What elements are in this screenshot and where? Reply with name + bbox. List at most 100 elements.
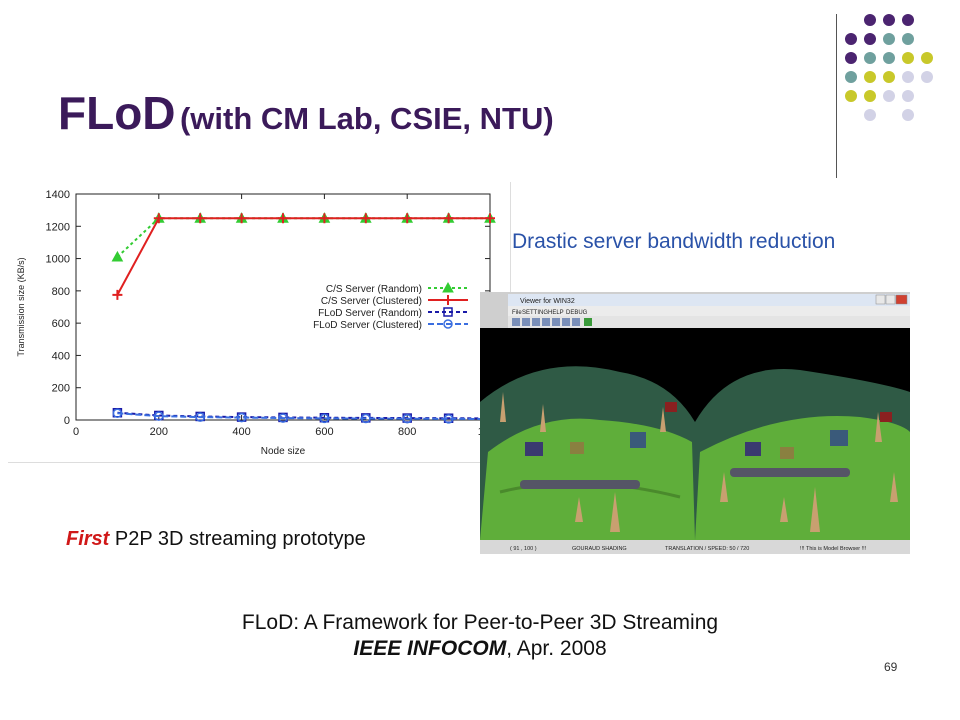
- legend-label: C/S Server (Clustered): [321, 296, 422, 307]
- decorative-dot: [902, 52, 914, 64]
- decorative-dot: [921, 71, 933, 83]
- menu-debug[interactable]: DEBUG: [566, 310, 588, 316]
- decorative-dot: [883, 14, 895, 26]
- menu-file[interactable]: File: [512, 310, 522, 316]
- prototype-screenshot: Viewer for WIN32 File SETTING HELP DEBUG: [480, 292, 910, 554]
- data-point: [485, 213, 495, 224]
- decorative-dot: [845, 71, 857, 83]
- prototype-caption: First P2P 3D streaming prototype: [66, 528, 366, 551]
- data-point: [112, 408, 123, 418]
- x-tick-label: 600: [315, 426, 333, 438]
- x-tick-label: 800: [398, 426, 416, 438]
- toolbar-buttons[interactable]: [512, 318, 592, 326]
- maximize-button[interactable]: [885, 294, 896, 305]
- data-point: [111, 250, 124, 262]
- decorative-dot: [883, 71, 895, 83]
- decorative-dot: [902, 33, 914, 45]
- window-titlebar: [508, 294, 910, 306]
- decorative-dot: [864, 109, 876, 121]
- citation-title: FLoD: A Framework for Peer-to-Peer 3D St…: [241, 611, 719, 634]
- decorative-dot: [864, 33, 876, 45]
- decorative-dot: [883, 90, 895, 102]
- slide-title-sub: (with CM Lab, CSIE, NTU): [179, 101, 554, 136]
- decorative-dot: [864, 52, 876, 64]
- y-tick-label: 1400: [46, 189, 70, 201]
- status-message: !!! This is Model Browser !!!: [800, 546, 867, 552]
- decorative-dot: [864, 14, 876, 26]
- status-shading: GOURAUD SHADING: [572, 546, 627, 552]
- x-tick-label: 400: [232, 426, 250, 438]
- window-title: Viewer for WIN32: [520, 298, 575, 305]
- y-tick-label: 200: [52, 383, 70, 395]
- data-point: [112, 289, 123, 300]
- y-tick-label: 1200: [46, 221, 70, 233]
- prototype-screenshot-svg: Viewer for WIN32 File SETTING HELP DEBUG: [480, 292, 910, 554]
- y-tick-label: 400: [52, 350, 70, 362]
- decorative-divider: [836, 14, 837, 178]
- data-point: [402, 213, 413, 224]
- series-line-3: [117, 412, 491, 421]
- series-line-0: [116, 217, 490, 258]
- decorative-dot: [883, 33, 895, 45]
- prototype-caption-text: P2P 3D streaming prototype: [109, 528, 366, 550]
- data-point: [360, 213, 371, 224]
- decorative-dot: [902, 71, 914, 83]
- data-point: [402, 413, 412, 424]
- x-tick-label: 200: [150, 426, 168, 438]
- slide-title-main: FLoD: [58, 87, 176, 139]
- decorative-dot: [902, 14, 914, 26]
- legend-label: C/S Server (Random): [326, 284, 422, 295]
- prototype-caption-emphasis: First: [66, 528, 110, 550]
- toolbar: [508, 316, 910, 328]
- legend-swatch-marker: [443, 319, 453, 329]
- decorative-dot: [902, 90, 914, 102]
- data-point: [443, 213, 454, 224]
- data-point: [154, 411, 164, 421]
- y-axis-label: Transmission size (KB/s): [16, 257, 26, 356]
- data-point: [236, 412, 247, 423]
- y-tick-label: 1000: [46, 254, 70, 266]
- minimize-button[interactable]: [875, 294, 886, 305]
- status-coords: ( 91 , 100 ): [510, 546, 537, 552]
- legend-label: FLoD Server (Random): [318, 308, 422, 319]
- decorative-dot: [883, 52, 895, 64]
- citation-venue-line: IEEE INFOCOM, Apr. 2008: [140, 636, 820, 662]
- citation-date: , Apr. 2008: [506, 637, 607, 660]
- menu-bar: [508, 306, 910, 316]
- x-axis-label: Node size: [261, 446, 306, 457]
- decorative-dot: [845, 52, 857, 64]
- menu-help[interactable]: HELP: [548, 310, 564, 316]
- close-button[interactable]: [895, 294, 908, 305]
- decorative-dot: [845, 33, 857, 45]
- status-speed: TRANSLATION / SPEED: 50 / 720: [665, 546, 749, 552]
- decorative-dot: [902, 109, 914, 121]
- data-point: [278, 213, 288, 224]
- data-point: [236, 213, 247, 224]
- slide-title: FLoD (with CM Lab, CSIE, NTU): [58, 86, 554, 140]
- data-point: [361, 413, 371, 424]
- data-point: [319, 413, 330, 424]
- legend-label: FLoD Server (Clustered): [313, 320, 422, 331]
- data-point: [195, 412, 205, 422]
- decorative-dot: [864, 71, 876, 83]
- citation: FLoD: A Framework for Peer-to-Peer 3D St…: [140, 610, 820, 662]
- plot-frame: [75, 193, 491, 421]
- data-point: [278, 413, 288, 423]
- menu-setting[interactable]: SETTING: [522, 310, 548, 316]
- citation-venue: IEEE INFOCOM: [353, 637, 507, 660]
- legend-swatch-marker: [443, 295, 453, 305]
- decorative-dot: [921, 52, 933, 64]
- bandwidth-chart-svg: 0200400600800100012001400020040060080010…: [16, 189, 502, 457]
- legend-swatch-marker: [443, 307, 453, 317]
- page-number: 69: [884, 660, 898, 674]
- data-point: [443, 414, 454, 424]
- data-point: [319, 213, 330, 224]
- decorative-dot: [845, 90, 857, 102]
- series-line-1: [116, 217, 490, 296]
- annotation-text: Drastic server bandwidth reduction: [512, 230, 836, 253]
- bandwidth-chart: 0200400600800100012001400020040060080010…: [8, 182, 511, 463]
- data-point: [195, 213, 206, 224]
- y-tick-label: 600: [52, 318, 70, 330]
- data-point: [153, 213, 164, 224]
- y-tick-label: 0: [64, 415, 70, 427]
